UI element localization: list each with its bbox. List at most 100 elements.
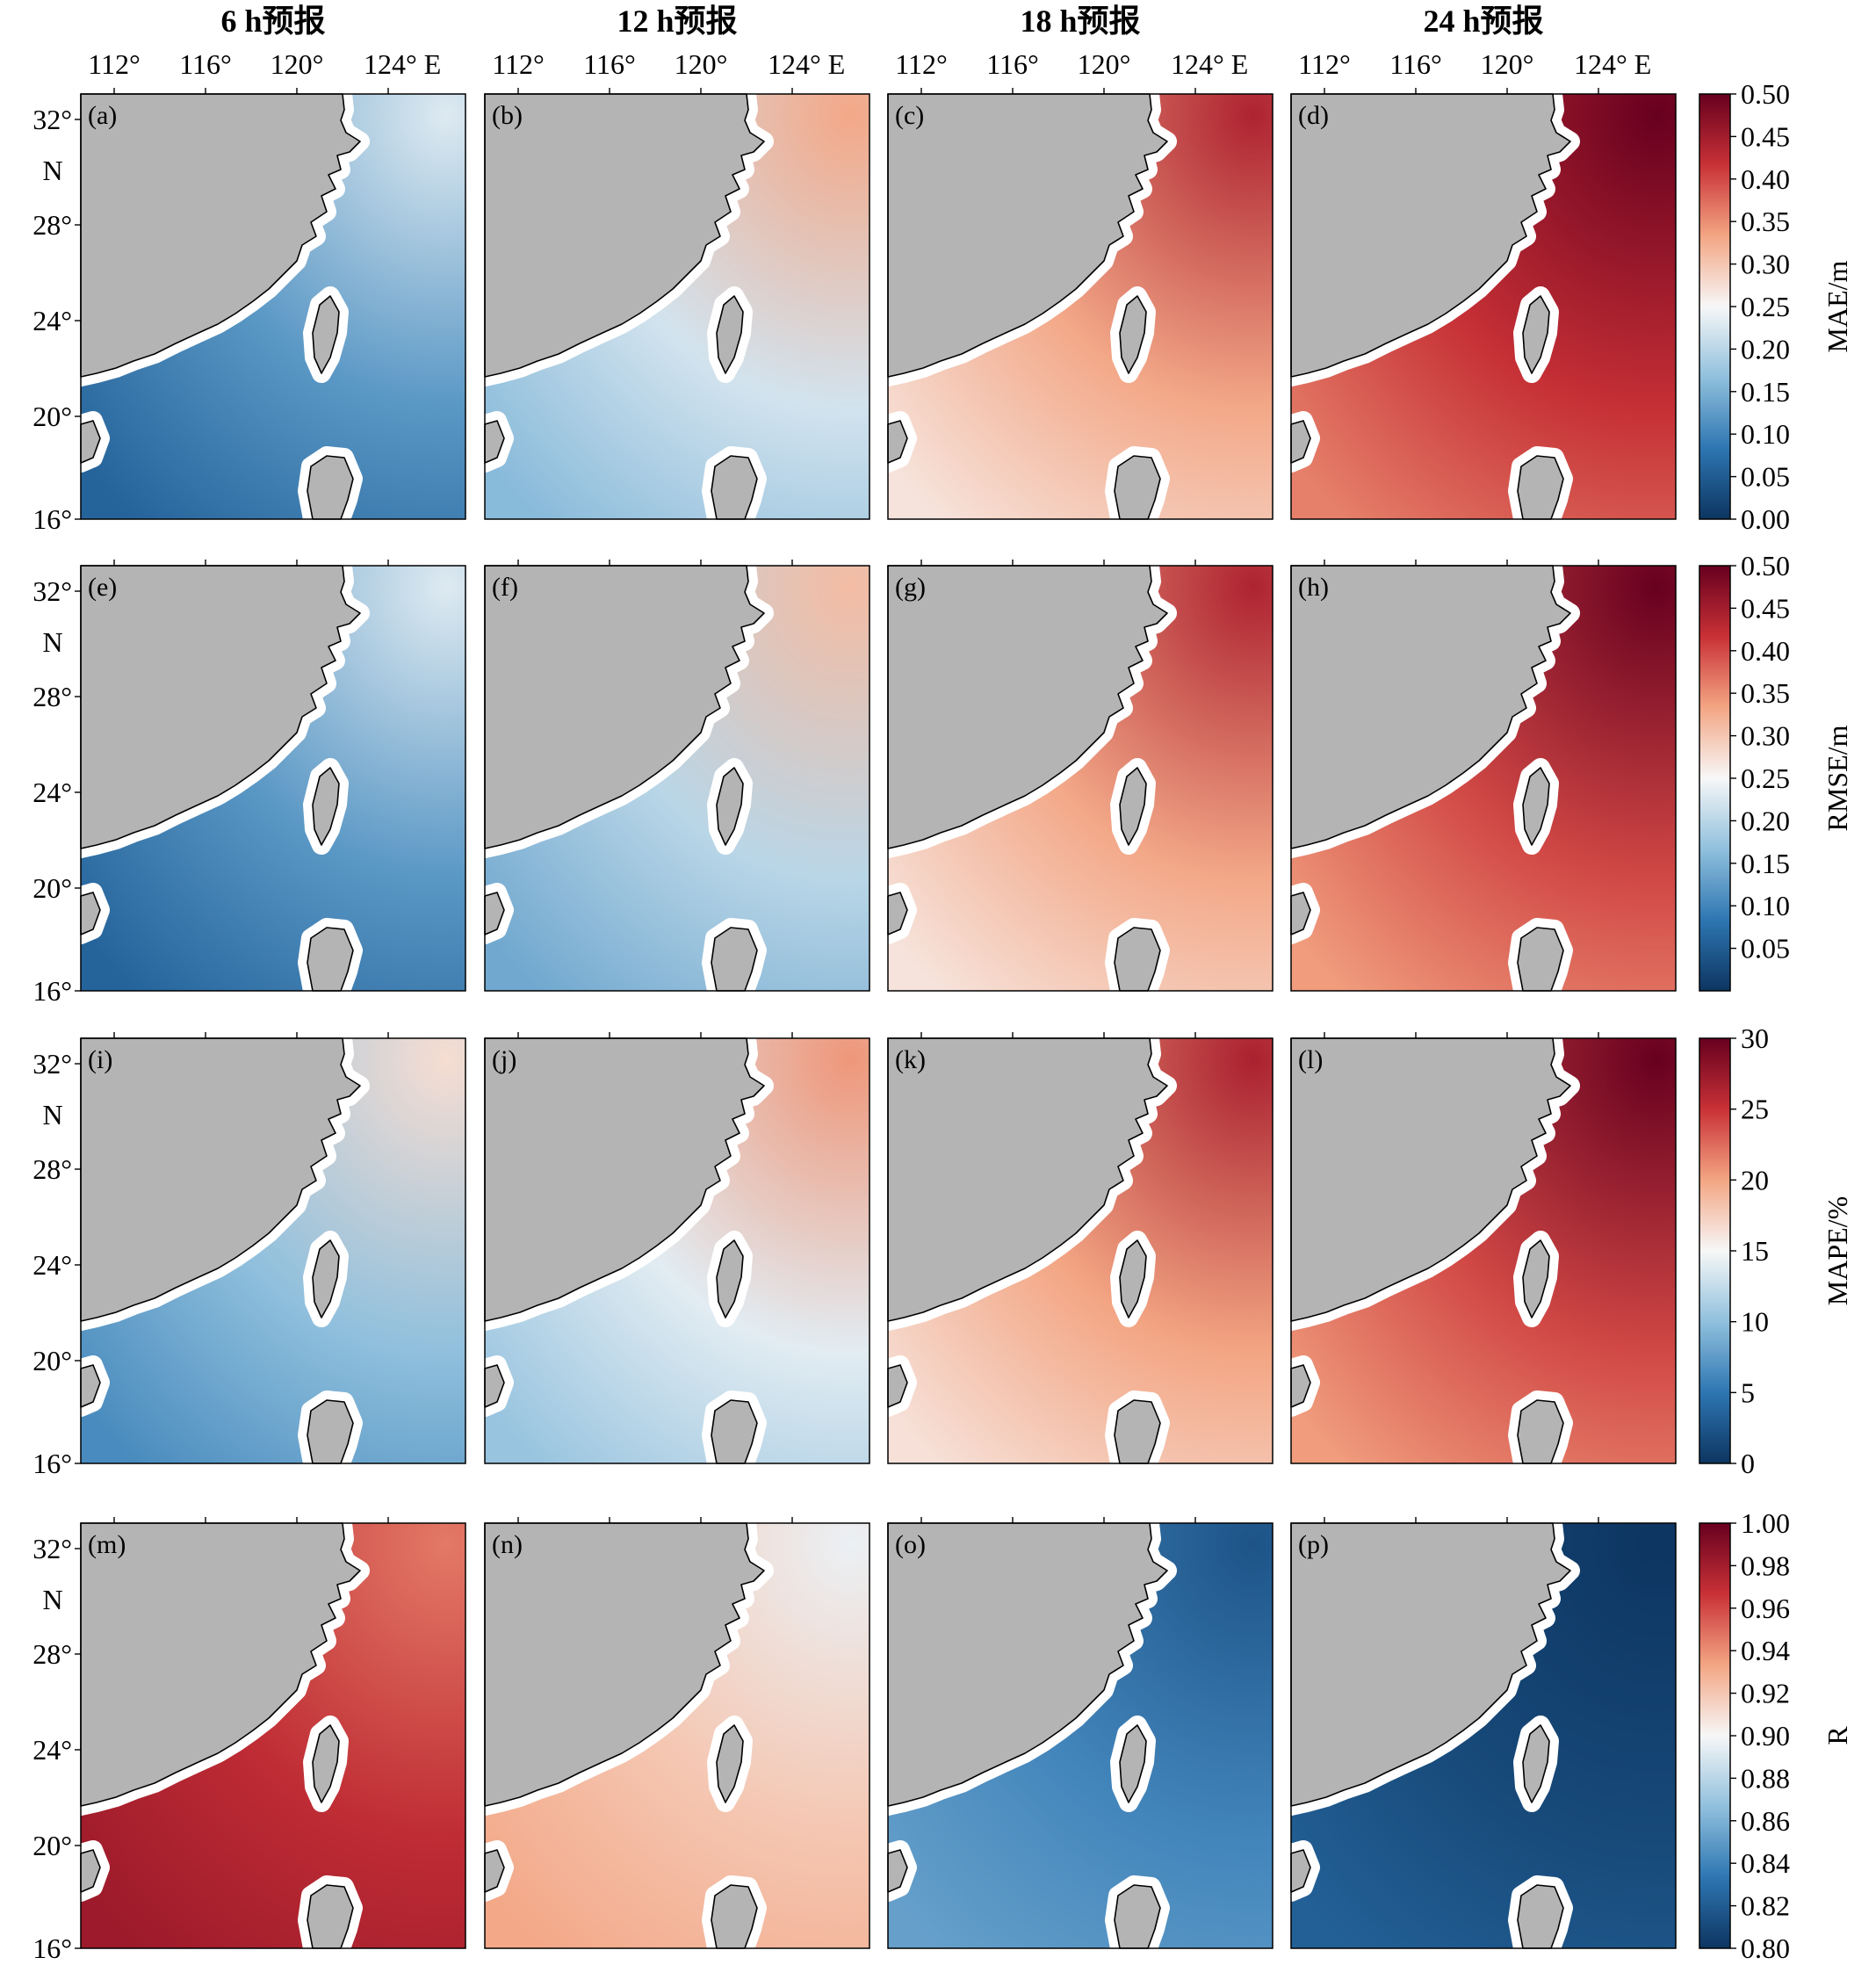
colorbar-tick-label: 0.92 xyxy=(1741,1678,1790,1709)
colorbar-tick-label: 0.25 xyxy=(1741,762,1790,794)
hainan-island xyxy=(711,1884,758,1949)
column-title: 12 h预报 xyxy=(617,4,737,39)
panel-frame xyxy=(484,1037,870,1464)
lon-tick-label: 112° xyxy=(895,48,948,80)
colorbar-tick-label: 10 xyxy=(1741,1306,1769,1338)
map-panel: (b) 112° 116° 120° 124° E xyxy=(475,48,870,529)
colorbar-tick-label: 0.10 xyxy=(1741,418,1790,450)
colorbar-tick-label: 0.40 xyxy=(1741,635,1790,667)
taiwan-island xyxy=(1119,1724,1147,1803)
hainan-island xyxy=(1517,1884,1564,1949)
colorbar-tick-label: 1.00 xyxy=(1741,1507,1790,1539)
panel-label: (c) xyxy=(895,101,924,130)
colorbars: 0.50 0.45 0.40 0.35 0.30 0.25 0.20 0.15 0.10 0.05… xyxy=(1699,78,1853,1964)
panel-label: (p) xyxy=(1298,1530,1329,1559)
hainan-island xyxy=(307,1884,354,1949)
colorbar-tick-label: 0.30 xyxy=(1741,249,1790,280)
hainan-island xyxy=(1114,455,1161,520)
china-landmass xyxy=(1290,93,1571,378)
colorbar-tick-label: 0.88 xyxy=(1741,1762,1790,1794)
map-panel: (o) xyxy=(878,1513,1274,1958)
taiwan-island xyxy=(1522,767,1550,846)
lat-tick-label: 28° xyxy=(32,209,72,241)
colorbar-tick-label: 0.15 xyxy=(1741,848,1790,879)
lat-tick-label: 32° xyxy=(32,1533,72,1564)
lat-tick-label: N xyxy=(42,155,62,186)
china-landmass xyxy=(80,93,361,378)
china-landmass xyxy=(1290,1037,1571,1322)
colorbar-tick-label: 0.30 xyxy=(1741,720,1790,752)
panel-label: (m) xyxy=(88,1530,126,1559)
colorbar-tick-label: 0.25 xyxy=(1741,291,1790,322)
taiwan-island xyxy=(1119,295,1147,374)
panel-frame xyxy=(80,1522,466,1949)
china-landmass xyxy=(484,1522,765,1807)
panel-frame xyxy=(80,1037,466,1464)
lat-tick-label: 32° xyxy=(32,104,72,135)
map-panel: (n) xyxy=(475,1513,870,1958)
colorbar: 1.00 0.98 0.96 0.94 0.92 0.90 0.88 0.86 0.84 0.82… xyxy=(1699,1507,1853,1964)
lon-tick-label: 124° E xyxy=(364,48,441,80)
hainan-island xyxy=(307,927,354,992)
colorbar-ramp xyxy=(1699,1037,1731,1464)
taiwan-island xyxy=(716,767,744,846)
lat-tick-label: 32° xyxy=(32,575,72,607)
panel-frame xyxy=(1290,1037,1677,1464)
colorbar-tick-label: 0.00 xyxy=(1741,503,1790,535)
panel-label: (a) xyxy=(88,101,117,130)
colorbar-title: R xyxy=(1822,1726,1853,1745)
column-titles: 6 h预报 12 h预报 18 h预报 24 h预报 xyxy=(220,4,1543,39)
column-title: 18 h预报 xyxy=(1020,4,1140,39)
colorbar-ramp xyxy=(1699,93,1731,520)
panel-label: (f) xyxy=(492,573,518,602)
china-landmass xyxy=(80,565,361,849)
taiwan-island xyxy=(1522,1239,1550,1318)
lon-tick-label: 116° xyxy=(179,48,232,80)
lat-tick-label: 20° xyxy=(32,1830,72,1861)
lat-tick-label: 24° xyxy=(32,1734,72,1766)
lon-tick-label: 116° xyxy=(1389,48,1442,80)
panel-label: (n) xyxy=(492,1530,523,1559)
map-panel: (i) 32° N 28° 24° 20° 16° xyxy=(32,1029,466,1479)
colorbar-ramp xyxy=(1699,565,1731,992)
panel-frame xyxy=(80,565,466,992)
lon-tick-label: 120° xyxy=(1078,48,1131,80)
taiwan-island xyxy=(1522,295,1550,374)
lat-tick-label: 24° xyxy=(32,1249,72,1281)
hainan-island xyxy=(1114,1884,1161,1949)
lat-tick-label: 24° xyxy=(32,305,72,336)
lon-tick-label: 124° E xyxy=(768,48,845,80)
panel-frame xyxy=(887,93,1274,520)
taiwan-island xyxy=(1522,1724,1550,1803)
china-landmass xyxy=(887,1037,1168,1322)
panel-frame xyxy=(1290,1522,1677,1949)
lat-tick-label: N xyxy=(42,1099,62,1130)
map-panel: (d) 112° 116° 120° 124° E xyxy=(1281,48,1677,529)
taiwan-island xyxy=(1119,767,1147,846)
lat-tick-label: 20° xyxy=(32,872,72,904)
colorbar-tick-label: 0.35 xyxy=(1741,206,1790,237)
colorbar: 0.50 0.45 0.40 0.35 0.30 0.25 0.20 0.15 0.10 0.05… xyxy=(1699,550,1853,992)
colorbar-tick-label: 0.50 xyxy=(1741,78,1790,110)
colorbar-tick-label: 0.50 xyxy=(1741,550,1790,581)
lon-tick-label: 116° xyxy=(583,48,636,80)
colorbar-tick-label: 0.35 xyxy=(1741,677,1790,709)
column-title: 24 h预报 xyxy=(1423,4,1543,39)
colorbar-tick-label: 0.10 xyxy=(1741,890,1790,921)
lat-tick-label: 28° xyxy=(32,681,72,712)
lat-tick-label: 28° xyxy=(32,1638,72,1670)
panel-frame xyxy=(484,93,870,520)
china-landmass xyxy=(887,565,1168,849)
colorbar-tick-label: 0.94 xyxy=(1741,1635,1790,1666)
map-panel: (h) xyxy=(1281,556,1677,1000)
map-panel: (l) xyxy=(1281,1029,1677,1473)
colorbar-tick-label: 0.84 xyxy=(1741,1847,1790,1879)
panel-label: (k) xyxy=(895,1045,926,1074)
colorbar-tick-label: 0.86 xyxy=(1741,1805,1790,1837)
lat-tick-label: 20° xyxy=(32,1345,72,1376)
china-landmass xyxy=(484,565,765,849)
lon-tick-label: 112° xyxy=(1298,48,1351,80)
taiwan-island xyxy=(312,767,340,846)
map-panel: (m) 32° N 28° 24° 20° 16° xyxy=(32,1513,466,1964)
china-landmass xyxy=(80,1522,361,1807)
